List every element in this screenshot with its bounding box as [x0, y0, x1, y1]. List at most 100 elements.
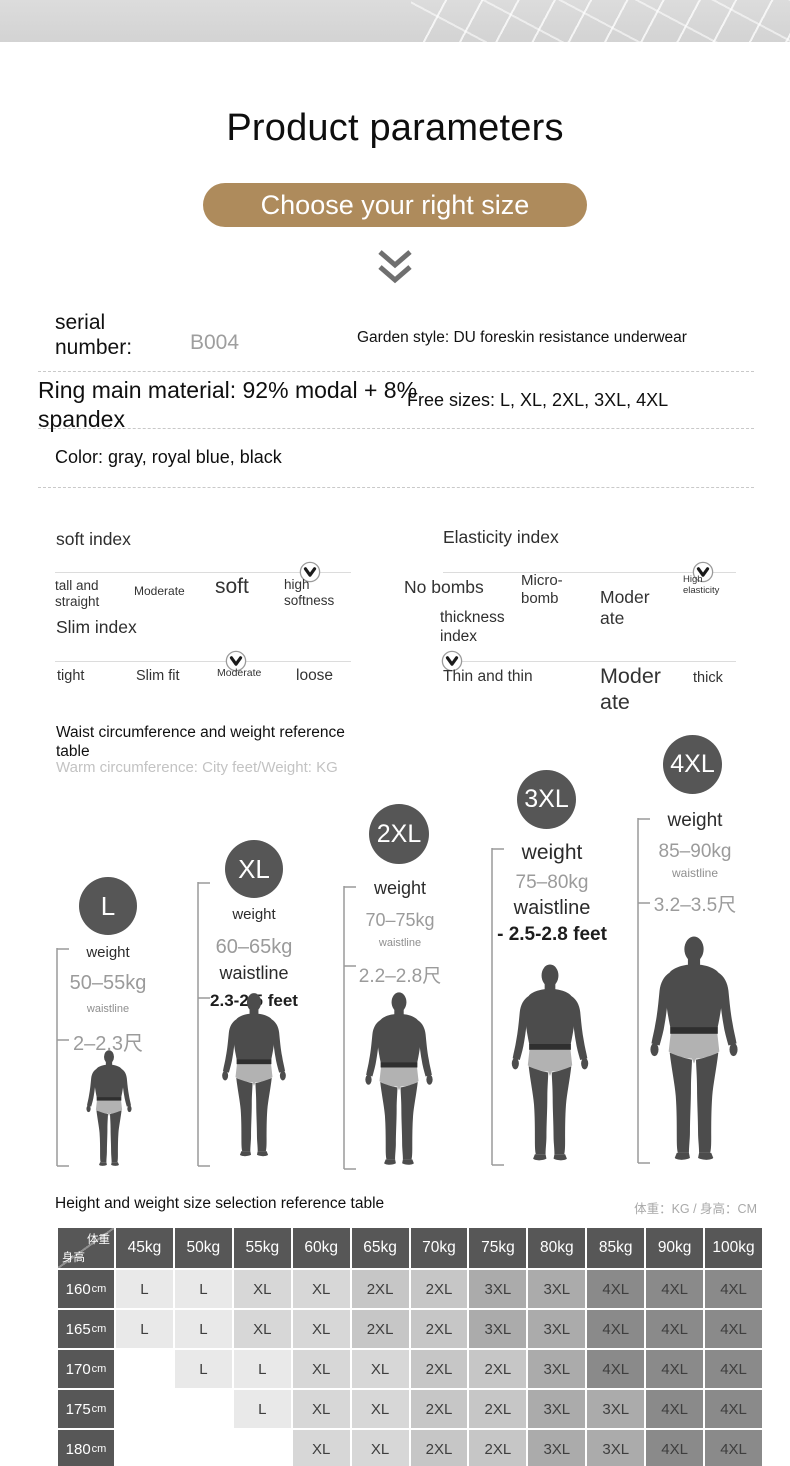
soft-scale-label: Moderate: [134, 584, 185, 598]
weight-value-2XL: 70–75kg: [365, 910, 435, 930]
divider: [38, 428, 754, 429]
size-cell: 2XL: [469, 1430, 527, 1466]
size-cell: L: [116, 1310, 173, 1348]
weight-value-3XL: 75–80kg: [515, 872, 589, 893]
waistline-label-4XL: waistline: [671, 866, 719, 880]
size-cell: 2XL: [410, 1390, 468, 1428]
weight-header-cell: 70kg: [410, 1228, 468, 1268]
size-cell: [116, 1350, 173, 1388]
slim-scale-label: loose: [296, 667, 334, 684]
size-cell: 4XL: [646, 1430, 704, 1466]
size-cell: 3XL: [587, 1390, 645, 1428]
waist-ref-title: Waist circumference and weight reference…: [56, 724, 345, 761]
size-cell: 4XL: [646, 1310, 704, 1348]
weight-header-cell: 50kg: [174, 1228, 232, 1268]
size-badge-L: L: [79, 877, 137, 935]
choose-size-button[interactable]: Choose your right size: [203, 183, 587, 227]
elasticity-scale-label: Micro-bomb: [521, 572, 563, 607]
double-chevron-down-icon[interactable]: [372, 246, 418, 288]
soft-index-title: soft index: [56, 529, 131, 549]
size-cell: XL: [292, 1270, 350, 1308]
waistline-label-L: waistline: [86, 1003, 130, 1015]
size-bracket-4XL: [637, 818, 650, 1164]
size-cell: [174, 1430, 232, 1466]
weight-header-cell: 90kg: [646, 1228, 704, 1268]
man-silhouette-4XL: [642, 936, 746, 1164]
size-cell: [116, 1430, 173, 1466]
size-cell: 3XL: [469, 1310, 527, 1348]
size-cell: XL: [292, 1430, 350, 1466]
man-silhouette-3XL: [504, 964, 596, 1164]
size-cell: 4XL: [646, 1350, 704, 1388]
elasticity-index-title: Elasticity index: [443, 527, 559, 547]
size-cell: XL: [233, 1310, 291, 1348]
size-cell: XL: [351, 1390, 409, 1428]
size-badge-3XL: 3XL: [517, 770, 576, 829]
man-silhouette-2XL: [359, 992, 439, 1168]
size-cell: 4XL: [587, 1270, 645, 1308]
man-silhouette-L: [82, 1050, 136, 1168]
slim-index-title: Slim index: [56, 617, 137, 637]
weight-value-L: 50–55kg: [69, 972, 147, 994]
size-cell: 3XL: [528, 1390, 586, 1428]
size-cell: [174, 1390, 232, 1428]
corner-weight-label: 体重: [87, 1234, 110, 1246]
size-cell: L: [233, 1350, 291, 1388]
weight-header-cell: 100kg: [705, 1228, 762, 1268]
size-cell: L: [233, 1390, 291, 1428]
page-title: Product parameters: [226, 107, 564, 149]
size-cell: [233, 1430, 291, 1466]
size-cell: 4XL: [705, 1390, 762, 1428]
size-cell: 4XL: [646, 1390, 704, 1428]
weight-header-cell: 85kg: [587, 1228, 645, 1268]
thickness-index-title: thickness index: [440, 609, 505, 646]
size-cell: 2XL: [410, 1310, 468, 1348]
waistline-value-2XL: 2.2–2.8尺: [358, 966, 442, 987]
height-header-cell: 160 cm: [58, 1270, 114, 1308]
weight-header-cell: 60kg: [292, 1228, 350, 1268]
serial-number-value: B004: [190, 331, 240, 354]
slim-scale-label: tight: [57, 668, 85, 684]
divider: [38, 371, 754, 372]
height-header-cell: 170 cm: [58, 1350, 114, 1388]
thickness-scale-label: thick: [693, 670, 723, 686]
size-cell: 4XL: [587, 1310, 645, 1348]
size-cell: 3XL: [528, 1310, 586, 1348]
size-cell: XL: [233, 1270, 291, 1308]
size-badge-4XL: 4XL: [663, 735, 722, 794]
size-cell: 4XL: [587, 1350, 645, 1388]
size-table-units: 体重：KG / 身高：CM: [634, 1202, 757, 1216]
garden-style-text: Garden style: DU foreskin resistance und…: [357, 329, 687, 346]
size-cell: 3XL: [469, 1270, 527, 1308]
size-cell: XL: [292, 1310, 350, 1348]
weight-label-4XL: weight: [667, 810, 723, 831]
slim-scale-label: Moderate: [217, 667, 262, 679]
divider: [38, 487, 754, 488]
thickness-scale-label: Thin and thin: [443, 668, 533, 685]
elasticity-scale-line: [443, 572, 736, 573]
weight-header-cell: 75kg: [469, 1228, 527, 1268]
size-cell: 3XL: [528, 1350, 586, 1388]
elasticity-scale-label: Moderate: [600, 587, 650, 628]
weight-label-XL: weight: [232, 906, 276, 923]
elasticity-scale-label: No bombs: [404, 577, 484, 597]
size-table: 体重 身高 45kg 50kg 55kg 60kg 65kg 70kg 75kg 80kg 85…: [58, 1228, 762, 1466]
soft-scale-line: [55, 572, 351, 573]
height-header-cell: 180 cm: [58, 1430, 114, 1466]
quilt-pattern: [410, 0, 790, 42]
elasticity-scale-label: High elasticity: [683, 574, 720, 597]
size-bracket-3XL: [491, 848, 504, 1166]
waistline-label-2XL: waistline: [378, 937, 422, 949]
soft-scale-label: soft: [215, 575, 249, 598]
free-sizes-text: Free sizes: L, XL, 2XL, 3XL, 4XL: [407, 390, 669, 410]
header-photo-strip: [0, 0, 790, 42]
man-silhouette-XL: [217, 986, 291, 1166]
size-cell: [116, 1390, 173, 1428]
size-table-corner-cell: 体重 身高: [58, 1228, 114, 1268]
waistline-value-3XL: - 2.5-2.8 feet: [497, 924, 607, 945]
size-table-title: Height and weight size selection referen…: [55, 1195, 385, 1212]
height-header-cell: 175 cm: [58, 1390, 114, 1428]
weight-label-2XL: weight: [373, 878, 427, 898]
size-cell: 2XL: [469, 1390, 527, 1428]
weight-header-cell: 55kg: [233, 1228, 291, 1268]
